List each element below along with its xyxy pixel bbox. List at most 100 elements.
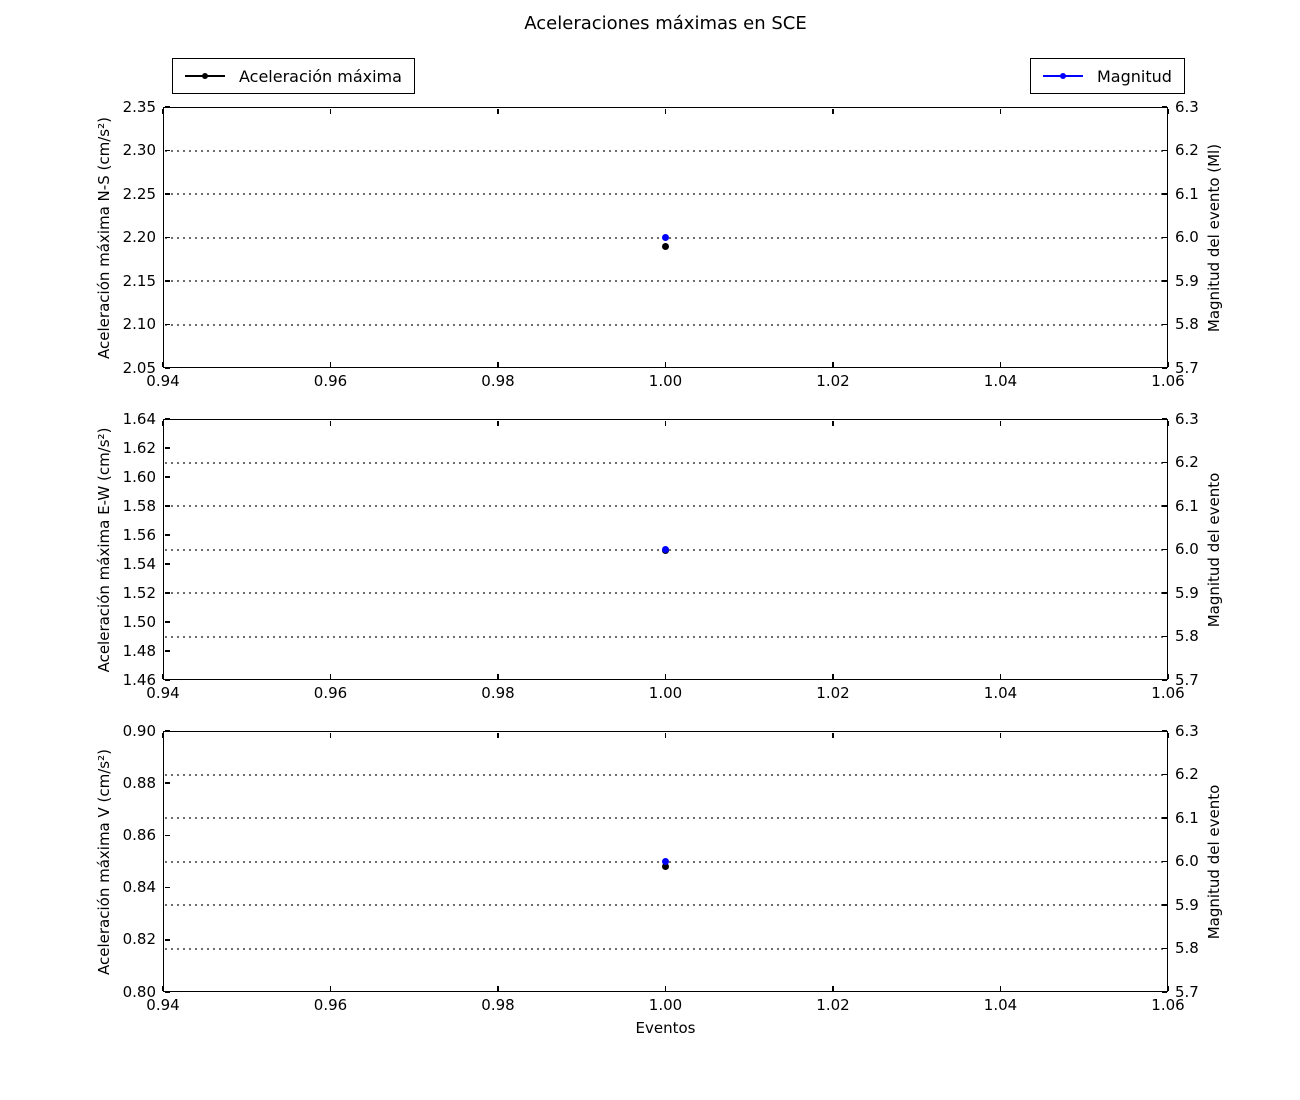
- y-tick-label-right: 5.9: [1175, 583, 1199, 602]
- gridline: [165, 817, 1166, 819]
- y-tick-mark-left: [164, 650, 170, 652]
- y-tick-label-right: 6.3: [1175, 409, 1199, 428]
- y-tick-mark-left: [164, 323, 170, 326]
- y-tick-mark-left: [164, 679, 170, 681]
- x-tick-mark-top: [832, 732, 834, 738]
- x-tick-mark-top: [162, 420, 164, 426]
- y-tick-label-left: 1.46: [122, 670, 156, 689]
- acceleration-legend-marker-icon: [185, 72, 225, 80]
- x-tick-mark: [162, 985, 164, 991]
- y-tick-label-right: 5.9: [1175, 271, 1199, 290]
- y-tick-label-right: 6.0: [1175, 228, 1199, 246]
- gridline: [165, 505, 1166, 507]
- y-axis-label-right: Magnitud del evento: [1205, 784, 1223, 939]
- x-tick-label: 1.02: [816, 372, 850, 390]
- gridline: [165, 193, 1166, 195]
- x-tick-label: 1.06: [1151, 996, 1185, 1014]
- y-tick-label-right: 5.9: [1175, 895, 1199, 914]
- y-tick-label-right: 6.1: [1175, 496, 1199, 515]
- gridline: [165, 149, 1166, 152]
- y-tick-mark-left: [164, 939, 170, 941]
- y-tick-label-right: 5.7: [1175, 358, 1199, 377]
- y-tick-mark-right: [1161, 505, 1167, 507]
- y-tick-label-left: 0.90: [122, 721, 156, 740]
- y-tick-label-left: 0.80: [122, 982, 156, 1001]
- y-tick-mark-right: [1161, 679, 1167, 681]
- x-tick-label: 1.06: [1151, 684, 1185, 702]
- y-tick-mark-right: [1161, 106, 1167, 108]
- legend-acceleration: Aceleración máxima: [172, 58, 415, 94]
- x-tick-label: 1.02: [816, 684, 850, 702]
- y-tick-mark-right: [1161, 461, 1167, 464]
- y-tick-label-right: 5.8: [1175, 939, 1199, 957]
- x-tick-mark-top: [1167, 108, 1169, 114]
- y-tick-label-left: 1.48: [122, 641, 156, 660]
- x-tick-mark-top: [664, 108, 667, 114]
- y-tick-label-right: 6.2: [1175, 141, 1199, 159]
- legend-magnitude-label: Magnitud: [1097, 66, 1172, 86]
- gridline: [165, 947, 1166, 950]
- y-tick-mark-right: [1161, 817, 1167, 819]
- x-tick-mark-top: [999, 420, 1002, 426]
- y-tick-mark-left: [164, 476, 170, 478]
- y-tick-mark-left: [164, 505, 170, 507]
- y-tick-mark-left: [164, 534, 170, 536]
- y-tick-label-left: 2.20: [122, 228, 156, 246]
- x-tick-mark: [497, 985, 499, 991]
- y-tick-mark-right: [1161, 280, 1167, 282]
- y-tick-label-right: 6.0: [1175, 852, 1199, 870]
- y-tick-label-left: 1.58: [122, 496, 156, 515]
- x-tick-mark: [497, 361, 499, 367]
- y-tick-mark-right: [1161, 236, 1167, 239]
- x-tick-mark: [999, 985, 1002, 991]
- y-tick-mark-left: [164, 621, 170, 623]
- axes-frame: [163, 107, 1168, 368]
- y-tick-mark-left: [164, 106, 170, 108]
- aceleracion-maxima-data-point: [662, 863, 669, 871]
- y-axis-label-right: Magnitud del evento (Ml): [1205, 143, 1223, 332]
- gridline: [165, 773, 1166, 776]
- y-tick-mark-left: [164, 886, 170, 889]
- x-tick-label: 1.04: [983, 684, 1018, 702]
- x-tick-label: 0.98: [481, 996, 515, 1014]
- x-tick-mark-top: [329, 732, 332, 738]
- y-tick-mark-right: [1161, 860, 1167, 863]
- x-tick-mark: [999, 361, 1002, 367]
- y-axis-label-left: Aceleración máxima V (cm/s²): [95, 748, 113, 975]
- x-tick-mark: [1167, 361, 1169, 367]
- x-tick-label: 0.98: [481, 372, 515, 390]
- y-tick-label-right: 5.7: [1175, 670, 1199, 689]
- y-tick-mark-right: [1161, 991, 1167, 993]
- x-tick-label: 1.00: [648, 684, 683, 702]
- y-tick-mark-left: [164, 730, 170, 732]
- y-tick-label-right: 5.8: [1175, 627, 1199, 645]
- x-tick-label: 0.96: [313, 684, 348, 702]
- gridline: [165, 323, 1166, 326]
- x-tick-mark-top: [497, 420, 499, 426]
- x-tick-mark: [1167, 673, 1169, 679]
- y-tick-mark-right: [1161, 947, 1167, 950]
- y-tick-label-left: 2.25: [122, 184, 156, 203]
- y-tick-label-left: 1.56: [122, 525, 156, 544]
- y-tick-mark-left: [164, 563, 170, 565]
- acceleration-legend-dot: [202, 73, 208, 79]
- x-tick-label: 0.94: [146, 684, 180, 702]
- y-tick-label-left: 0.88: [122, 773, 156, 792]
- y-tick-label-left: 2.35: [122, 97, 156, 116]
- magnitud-data-point: [662, 546, 669, 553]
- y-tick-label-left: 0.86: [122, 825, 156, 844]
- y-axis-label-right: Magnitud del evento: [1205, 472, 1223, 627]
- legend-acceleration-label: Aceleración máxima: [239, 66, 402, 86]
- x-tick-label: 0.98: [481, 684, 515, 702]
- y-tick-mark-left: [164, 834, 170, 837]
- x-tick-label: 0.94: [146, 372, 180, 390]
- magnitude-legend-dot: [1060, 73, 1066, 79]
- x-tick-mark: [329, 361, 332, 367]
- y-tick-label-right: 6.2: [1175, 453, 1199, 471]
- y-tick-label-right: 5.8: [1175, 315, 1199, 333]
- x-tick-mark-top: [832, 420, 834, 426]
- x-tick-label: 1.00: [648, 372, 683, 390]
- x-tick-mark: [832, 673, 834, 679]
- x-tick-mark-top: [1167, 732, 1169, 738]
